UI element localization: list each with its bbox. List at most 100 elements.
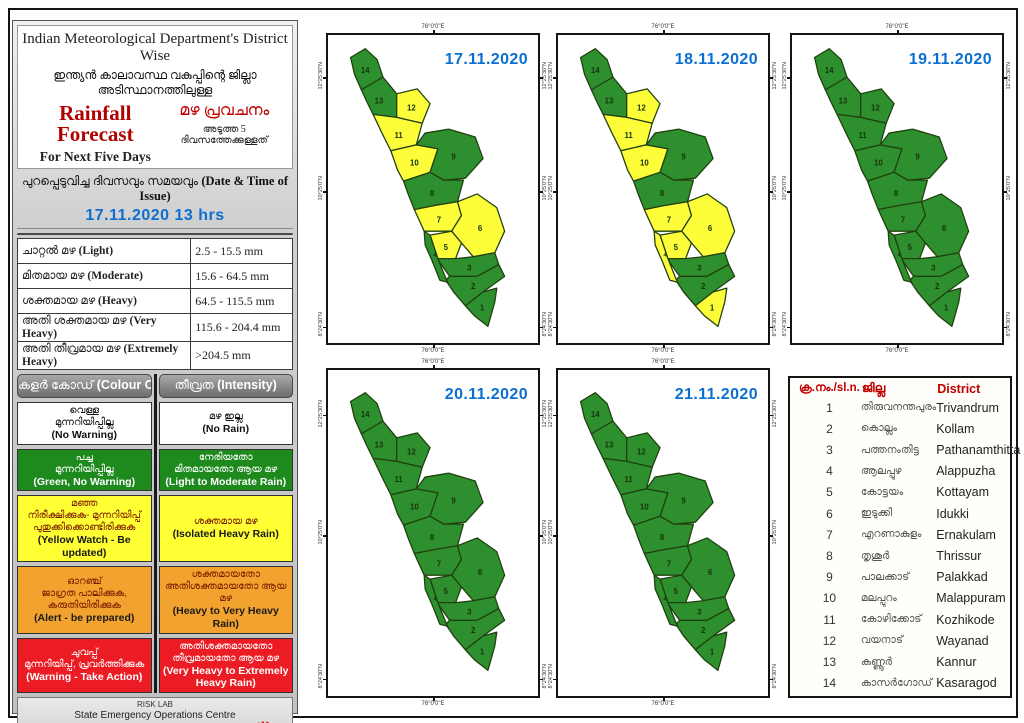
forecast-map-day5: 14 13 12 11 10 9 8 7 6 5 3 2 1 4 21.11.2020 76°0'0"E 76°… [548, 359, 778, 707]
intensity-category-english: (Moderate) [87, 269, 143, 282]
intensity-category-english: (Very Heavy) [22, 315, 157, 340]
intensity-row: ശക്തമായ മഴ (Heavy) 64.5 - 115.5 mm [16, 288, 293, 314]
district-row: 12 വയനാട് Wayanad [798, 630, 1020, 651]
district-number-label-12: 12 [407, 103, 416, 112]
intensity-range-cell: 115.6 - 204.4 mm [190, 313, 293, 342]
district-number-label-6: 6 [942, 224, 947, 233]
district-number-label-10: 10 [640, 158, 649, 167]
district-name-malayalam: വയനാട് [860, 634, 903, 647]
district-number-label-9: 9 [915, 153, 920, 162]
ksdma-logo-icon [257, 721, 271, 723]
district-number-label-2: 2 [471, 626, 476, 635]
district-row: 7 എറണാകുളം Ernakulam [798, 524, 1020, 545]
district-number-label-6: 6 [708, 568, 713, 577]
colour-code-line: മഞ്ഞ [71, 498, 98, 510]
issue-datetime-box: പുറപ്പെടുവിച്ച ദിവസവും സമയവും (Date & Ti… [17, 169, 293, 229]
colour-code-line: മിതമായതോ ആയ മഴ [174, 463, 278, 475]
header-title-box: Indian Meteorological Department's Distr… [17, 25, 293, 169]
district-name-malayalam: മലപ്പുറം [860, 591, 897, 604]
latitude-label: 8°24'30"N [782, 311, 788, 337]
district-number-label-6: 6 [478, 224, 483, 233]
district-name-malayalam: ഇടുക്കി [860, 507, 893, 520]
lat-tick [323, 191, 328, 193]
district-name-english: Kottayam [936, 485, 990, 500]
district-number-label-14: 14 [825, 66, 834, 75]
district-number: 5 [826, 485, 833, 500]
intensity-row: ചാറ്റൽ മഴ (Light) 2.5 - 15.5 mm [16, 238, 293, 264]
colour-desc-cell-red: ചുവപ്പ് മുന്നറിയിപ്പ്, പ്രവർത്തിക്കുക (War… [17, 637, 152, 693]
district-number: 1 [826, 400, 833, 415]
colour-code-line: മഴ ഇല്ല [208, 411, 243, 422]
lat-tick [768, 414, 773, 417]
district-polygon-1 [928, 287, 962, 328]
kerala-emblem-icon [26, 716, 66, 723]
forecast-subtitle: For Next Five Days [39, 149, 151, 164]
colour-code-line: മുന്നറിയിപ്പ്, പ്രവർത്തിക്കുക [24, 658, 145, 670]
colour-code-line: ചുവപ്പ് [70, 646, 98, 658]
colour-code-line: (No Rain) [202, 423, 250, 435]
intensity-category-cell: മിതമായ മഴ (Moderate) [16, 263, 192, 289]
issue-datetime-value: 17.11.2020 13 hrs [85, 207, 225, 224]
district-polygon-1 [464, 287, 498, 328]
intensity-category-english: (Light) [78, 244, 114, 257]
district-number-label-8: 8 [430, 533, 435, 542]
colour-code-section: കളർ കോഡ് (Colour Code) തീവ്രത (Intensity… [17, 374, 293, 693]
lat-tick [323, 414, 328, 417]
district-polygon-9 [415, 472, 484, 525]
district-table-header-slno: ക്ര.നം./sl.n. [799, 382, 860, 394]
map-date-label: 21.11.2020 [674, 386, 758, 403]
district-number-label-6: 6 [708, 224, 713, 233]
latitude-label: 12°25'30"N [1006, 62, 1012, 90]
colour-code-line: നിരീക്ഷിക്കുക- മുന്നറിയിപ്പ് [27, 510, 141, 522]
colour-desc-cell-yellow: മഞ്ഞ നിരീക്ഷിക്കുക- മുന്നറിയിപ്പ് പുതുക്കി… [17, 495, 152, 563]
district-number-label-1: 1 [480, 304, 485, 313]
latitude-label: 12°25'30"N [772, 62, 778, 90]
lat-tick [1002, 77, 1007, 79]
district-number-label-9: 9 [681, 153, 686, 162]
intensity-range-cell: 2.5 - 15.5 mm [190, 238, 293, 264]
latitude-label: 10°25'0"N [782, 176, 788, 201]
district-name-malayalam: കാസർഗോഡ് [860, 676, 932, 689]
colour-code-line: പച്ച [75, 451, 93, 463]
district-lookup-table: ക്ര.നം./sl.n. ജില്ല District 1 തിരുവനന്തപ… [788, 376, 1020, 698]
district-name-english: Pathanamthitta [936, 443, 1021, 457]
district-number: 14 [822, 676, 837, 691]
intensity-range-cell: 64.5 - 115.5 mm [190, 288, 293, 314]
colour-code-line: അതിശക്തമായതോ [179, 640, 273, 652]
district-polygon-4 [653, 230, 679, 283]
intensity-row: മിതമായ മഴ (Moderate) 15.6 - 64.5 mm [16, 263, 293, 289]
lat-tick [787, 191, 792, 193]
district-number-label-7: 7 [667, 559, 672, 568]
district-name-malayalam: ആലപ്പുഴ [860, 464, 902, 477]
intensity-category-malayalam: മിതമായ മഴ [22, 269, 88, 282]
district-row: 2 കൊല്ലം Kollam [798, 418, 1020, 439]
lat-tick [553, 535, 558, 537]
map-date-label: 17.11.2020 [444, 51, 528, 68]
district-polygon-12 [396, 432, 431, 468]
district-number-label-7: 7 [901, 215, 906, 224]
intensity-category-english: (Extremely Heavy) [22, 343, 179, 368]
risk-lab-label: RISK LAB [136, 699, 173, 709]
district-number: 6 [826, 506, 833, 521]
district-name-english: Wayanad [936, 633, 989, 648]
colour-code-line: (Heavy to Very Heavy Rain) [172, 605, 279, 630]
district-row: 14 കാസർഗോഡ് Kasaragod [798, 673, 1020, 694]
district-row: 9 പാലക്കാട് Palakkad [798, 567, 1020, 588]
lon-tick [663, 696, 665, 701]
district-number-label-4: 4 [433, 597, 437, 603]
district-row: 6 ഇടുക്കി Idukki [798, 503, 1020, 524]
district-number-label-8: 8 [660, 533, 665, 542]
longitude-label: 76°0'0"E [651, 359, 675, 365]
district-name-malayalam: കോട്ടയം [860, 485, 904, 498]
colour-code-line: മുന്നറിയിപ്പില്ല [54, 417, 114, 428]
district-number-label-10: 10 [874, 158, 883, 167]
district-number: 4 [826, 464, 833, 479]
lat-tick [538, 535, 543, 537]
lat-tick [553, 414, 558, 417]
department-title: Indian Meteorological Department's Distr… [22, 31, 288, 64]
district-number-label-12: 12 [637, 447, 646, 456]
district-polygon-4 [887, 230, 913, 283]
district-polygon-12 [626, 88, 661, 124]
district-polygon-4 [423, 230, 449, 283]
district-number-label-3: 3 [697, 607, 702, 616]
